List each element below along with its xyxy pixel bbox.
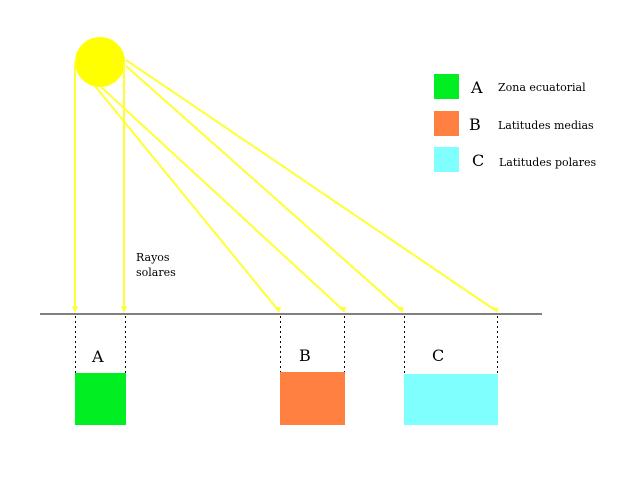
ray-b-left	[94, 85, 279, 311]
zone-b-letter: B	[299, 346, 311, 365]
legend-swatch-a	[434, 74, 459, 99]
legend-label-a: Zona ecuatorial	[498, 81, 586, 94]
zone-a-box	[75, 373, 126, 425]
legend-letter-b: B	[469, 115, 481, 134]
legend-label-b: Latitudes medias	[498, 119, 594, 132]
arrowheads	[72, 306, 498, 313]
ray-b-right	[100, 86, 344, 311]
legend-swatch-b	[434, 111, 459, 136]
zone-c-box	[404, 374, 498, 425]
zone-a-letter: A	[92, 347, 104, 366]
ray-c-left	[125, 65, 402, 311]
rays-label-line-1: Rayos	[136, 251, 170, 264]
legend-label-c: Latitudes polares	[499, 156, 597, 169]
zone-b-box	[280, 372, 345, 425]
zone-c-letter: C	[432, 346, 445, 365]
sun	[75, 37, 125, 87]
legend-letter-c: C	[472, 151, 485, 170]
legend-letter-a: A	[471, 78, 483, 97]
rays-label-line-2: solares	[136, 266, 176, 279]
rays-label: Rayos solares	[136, 250, 176, 280]
ray-c-right	[125, 59, 496, 311]
legend-swatch-c	[434, 147, 459, 172]
